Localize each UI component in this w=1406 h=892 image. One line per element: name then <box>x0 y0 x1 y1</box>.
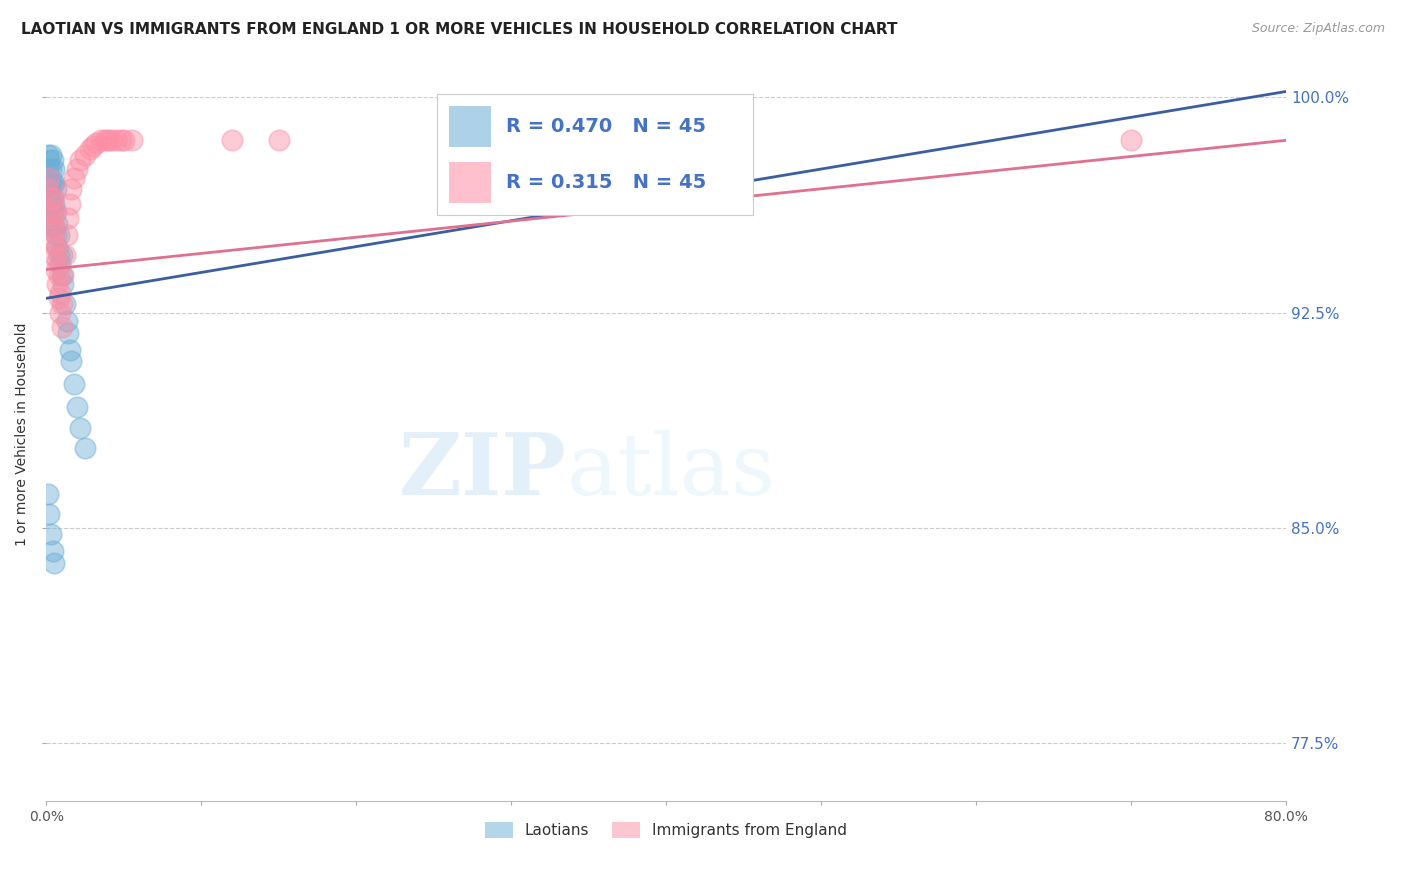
Point <box>38 170 60 185</box>
Point <box>90 133 112 147</box>
Point <box>110 133 132 147</box>
Point <box>82 139 104 153</box>
Text: Source: ZipAtlas.com: Source: ZipAtlas.com <box>1251 22 1385 36</box>
Point <box>56 326 79 340</box>
Point <box>51 297 73 311</box>
Point <box>55 228 77 243</box>
Point <box>42 225 65 239</box>
Point <box>41 234 63 248</box>
Point <box>38 205 60 219</box>
Point <box>69 153 91 168</box>
Point <box>51 248 73 262</box>
Point <box>46 254 69 268</box>
Point <box>63 377 86 392</box>
Point <box>97 133 120 147</box>
Point <box>39 162 62 177</box>
Point <box>48 248 70 262</box>
Point <box>41 211 63 225</box>
Point <box>38 153 60 168</box>
Point <box>46 217 69 231</box>
Point <box>37 177 59 191</box>
Point <box>41 544 63 558</box>
Point <box>49 257 72 271</box>
Point <box>42 162 65 177</box>
Text: ZIP: ZIP <box>399 429 567 513</box>
Point <box>45 205 67 219</box>
Point <box>60 182 83 196</box>
Point <box>42 219 65 234</box>
Point <box>53 248 76 262</box>
Point <box>84 136 107 151</box>
Point <box>59 196 82 211</box>
Point <box>75 147 97 161</box>
Legend: Laotians, Immigrants from England: Laotians, Immigrants from England <box>479 816 853 845</box>
Text: atlas: atlas <box>567 430 776 513</box>
Point <box>37 147 59 161</box>
Point <box>66 162 89 177</box>
Point <box>52 268 75 283</box>
Point <box>66 401 89 415</box>
Point <box>38 170 60 185</box>
Point <box>105 133 128 147</box>
Point <box>39 526 62 541</box>
Point <box>59 343 82 357</box>
Point <box>42 248 65 262</box>
Point <box>38 507 60 521</box>
Point <box>55 314 77 328</box>
Point <box>267 133 290 147</box>
Point <box>56 211 79 225</box>
Point <box>39 191 62 205</box>
Point <box>41 177 63 191</box>
Point <box>39 219 62 234</box>
Point <box>51 268 73 283</box>
Point <box>41 191 63 205</box>
Point <box>39 147 62 161</box>
Point <box>46 277 69 291</box>
Point <box>38 205 60 219</box>
Point <box>69 420 91 434</box>
Point <box>79 142 101 156</box>
Point <box>63 170 86 185</box>
Point <box>49 305 72 319</box>
Point <box>42 556 65 570</box>
Point <box>48 291 70 305</box>
Point <box>53 297 76 311</box>
Point <box>100 133 122 147</box>
Point <box>1119 133 1142 147</box>
Point <box>42 205 65 219</box>
Point <box>41 191 63 205</box>
Point <box>39 196 62 211</box>
Point <box>45 228 67 243</box>
Point <box>46 239 69 253</box>
Point <box>121 133 143 147</box>
Point <box>75 441 97 455</box>
Point <box>45 262 67 277</box>
Point <box>38 182 60 196</box>
Point <box>221 133 243 147</box>
Point <box>60 354 83 368</box>
Point <box>48 268 70 283</box>
Point <box>37 162 59 177</box>
Point <box>94 133 117 147</box>
Point <box>37 182 59 196</box>
Point <box>41 153 63 168</box>
Point <box>42 196 65 211</box>
Point <box>37 486 59 500</box>
Point <box>39 177 62 191</box>
Point <box>52 277 75 291</box>
Y-axis label: 1 or more Vehicles in Household: 1 or more Vehicles in Household <box>15 323 30 547</box>
Point <box>112 133 135 147</box>
Point <box>45 239 67 253</box>
Point <box>41 205 63 219</box>
Point <box>51 320 73 334</box>
Point <box>42 177 65 191</box>
Text: LAOTIAN VS IMMIGRANTS FROM ENGLAND 1 OR MORE VEHICLES IN HOUSEHOLD CORRELATION C: LAOTIAN VS IMMIGRANTS FROM ENGLAND 1 OR … <box>21 22 897 37</box>
Point <box>45 182 67 196</box>
Point <box>39 219 62 234</box>
Point <box>49 285 72 300</box>
Point <box>48 228 70 243</box>
